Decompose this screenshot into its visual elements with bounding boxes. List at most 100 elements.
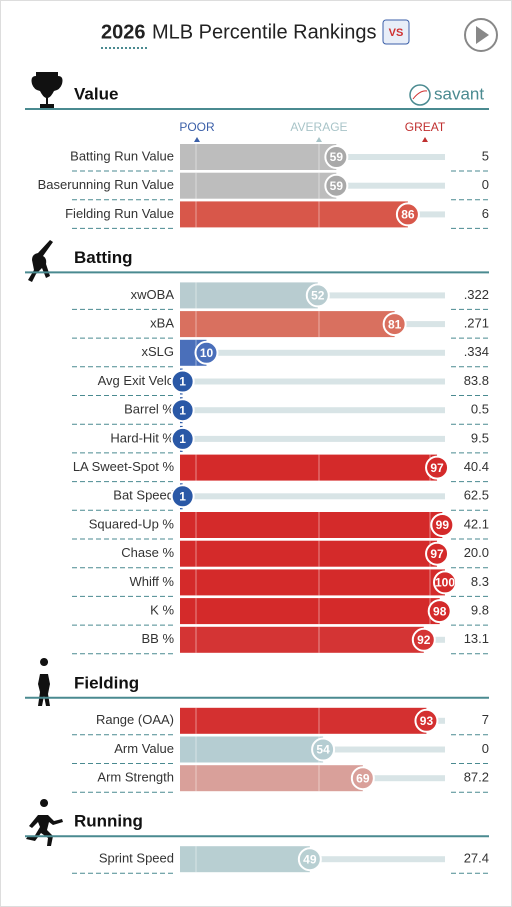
percentile-text: 81 bbox=[388, 317, 402, 331]
metric-label: LA Sweet-Spot % bbox=[73, 459, 175, 474]
metric-value: 6 bbox=[482, 206, 489, 221]
metric-label: Chase % bbox=[121, 545, 174, 560]
percentile-text: 93 bbox=[420, 714, 434, 728]
metric-label: Batting Run Value bbox=[70, 148, 174, 163]
percentile-text: 1 bbox=[179, 489, 186, 503]
percentile-bubble bbox=[194, 340, 219, 365]
section-title: Running bbox=[74, 812, 143, 831]
metric-label: Sprint Speed bbox=[99, 851, 174, 866]
metric-value: 27.4 bbox=[464, 851, 489, 866]
metric-value: .322 bbox=[464, 287, 489, 302]
percentile-bar bbox=[180, 598, 440, 625]
percentile-bar bbox=[180, 626, 424, 653]
percentile-text: 92 bbox=[417, 633, 431, 647]
metric-value: 42.1 bbox=[464, 516, 489, 531]
metric-label: xwOBA bbox=[131, 287, 175, 302]
metric-label: Avg Exit Velo bbox=[98, 373, 174, 388]
scale-label: AVERAGE bbox=[290, 120, 347, 134]
metric-label: Baserunning Run Value bbox=[38, 177, 174, 192]
percentile-text: 49 bbox=[303, 852, 317, 866]
metric-value: 62.5 bbox=[464, 488, 489, 503]
percentile-text: 99 bbox=[436, 518, 450, 532]
metric-label: Hard-Hit % bbox=[110, 430, 174, 445]
percentile-bar bbox=[180, 512, 443, 538]
scale-marker bbox=[194, 137, 200, 142]
percentile-bar bbox=[180, 736, 324, 763]
metric-label: xSLG bbox=[141, 344, 174, 359]
percentile-bubble bbox=[414, 708, 439, 733]
title: MLB Percentile Rankings bbox=[152, 21, 377, 43]
vs-icon: VS bbox=[382, 19, 410, 45]
percentile-bubble bbox=[430, 513, 455, 537]
metric-value: 9.5 bbox=[471, 430, 489, 445]
metric-value: 87.2 bbox=[464, 770, 489, 785]
percentile-bubble bbox=[382, 312, 407, 337]
section-title: Value bbox=[74, 84, 118, 103]
percentile-text: 10 bbox=[200, 346, 214, 360]
percentile-bubble bbox=[350, 766, 375, 791]
percentile-bar bbox=[180, 282, 318, 309]
scale-label: GREAT bbox=[405, 120, 446, 134]
section-title: Batting bbox=[74, 248, 133, 267]
percentile-text: 97 bbox=[430, 461, 444, 475]
metric-value: 40.4 bbox=[464, 459, 489, 474]
section-icon bbox=[31, 72, 63, 110]
metric-label: Range (OAA) bbox=[96, 712, 174, 727]
section-icon bbox=[26, 799, 63, 846]
metric-label: Bat Speed bbox=[113, 488, 174, 503]
percentile-bubble bbox=[427, 599, 452, 624]
percentile-bar bbox=[180, 765, 363, 792]
percentile-bar bbox=[180, 540, 438, 567]
percentile-bubble bbox=[170, 398, 195, 423]
metric-value: 83.8 bbox=[464, 373, 489, 388]
scale-marker bbox=[422, 137, 428, 142]
percentile-bubble bbox=[433, 570, 457, 595]
percentile-text: 1 bbox=[179, 403, 186, 417]
percentile-bubble bbox=[425, 455, 450, 480]
percentile-bubble bbox=[425, 541, 450, 566]
percentile-text: 1 bbox=[179, 432, 186, 446]
play-button[interactable] bbox=[464, 18, 498, 52]
metric-value: 8.3 bbox=[471, 574, 489, 589]
metric-value: .271 bbox=[464, 316, 489, 331]
metric-value: .334 bbox=[464, 344, 489, 359]
percentile-text: 97 bbox=[430, 547, 444, 561]
metric-label: Squared-Up % bbox=[89, 516, 175, 531]
percentile-text: 52 bbox=[311, 289, 325, 303]
metric-value: 13.1 bbox=[464, 631, 489, 646]
track bbox=[180, 493, 445, 500]
percentile-bubble bbox=[311, 737, 336, 762]
metric-value: 0.5 bbox=[471, 402, 489, 417]
percentile-text: 100 bbox=[435, 576, 455, 590]
metric-label: Fielding Run Value bbox=[65, 206, 174, 221]
percentile-bubble bbox=[170, 426, 195, 451]
percentile-bubble bbox=[170, 484, 195, 509]
percentile-bubble bbox=[297, 847, 322, 872]
percentile-text: 59 bbox=[330, 150, 344, 164]
percentile-bubble bbox=[395, 202, 420, 227]
percentile-text: 54 bbox=[316, 743, 330, 757]
percentile-bubble bbox=[324, 173, 349, 198]
track bbox=[180, 407, 445, 414]
metric-value: 7 bbox=[482, 712, 489, 727]
metric-label: Arm Value bbox=[114, 741, 174, 756]
percentile-bubble bbox=[411, 627, 436, 652]
track bbox=[180, 378, 445, 385]
scale-marker bbox=[316, 137, 322, 142]
percentile-bar bbox=[180, 311, 395, 338]
metric-value: 9.8 bbox=[471, 603, 489, 618]
track bbox=[180, 435, 445, 442]
metric-label: BB % bbox=[141, 631, 174, 646]
percentile-bubble bbox=[324, 145, 349, 169]
percentile-bar bbox=[180, 569, 445, 596]
percentile-text: 98 bbox=[433, 604, 447, 618]
section-title: Fielding bbox=[74, 673, 139, 692]
metric-value: 0 bbox=[482, 741, 489, 756]
percentile-bar bbox=[180, 707, 427, 734]
metric-label: Whiff % bbox=[129, 574, 174, 589]
scale-label: POOR bbox=[179, 120, 215, 134]
percentile-bar bbox=[180, 172, 337, 199]
metric-label: K % bbox=[150, 603, 174, 618]
metric-value: 20.0 bbox=[464, 545, 489, 560]
percentile-bar bbox=[180, 144, 337, 170]
